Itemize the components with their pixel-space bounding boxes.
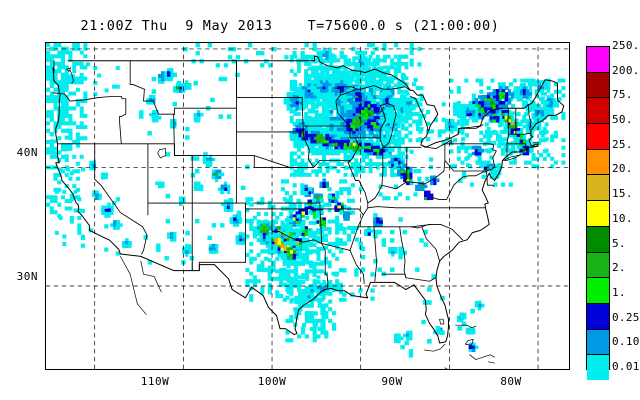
colorbar-band-20 [587,175,609,202]
colorbar-tick-labels: 250. 200. 75. 50. 25. 20. 15. 10. 5. 2. 1. 0.25 0.10… [612,39,640,376]
precipitation-layer [46,43,566,358]
colorbar-label-7: 10. [612,211,633,225]
x-tick-label-100w: 100W [257,375,287,388]
colorbar-band-15 [587,201,609,227]
colorbar-label-12: 0.10 [612,335,640,349]
geography-layer [46,43,569,369]
colorbar-band-010 [587,355,609,380]
x-tick-label-80w: 80W [500,375,522,388]
colorbar-label-13: 0.01 [612,360,640,373]
colorbar-band-5 [587,252,609,279]
colorbar-band-200 [587,72,609,99]
colorbar-band-2 [587,278,609,304]
map-plot-area[interactable] [45,42,570,370]
colorbar-label-11: 0.25 [612,310,640,324]
colorbar-label-8: 5. [612,236,626,250]
x-tick-label-110w: 110W [140,375,170,388]
colorbar-label-6: 15. [612,187,633,201]
colorbar-band-250 [587,47,609,73]
colorbar-label-5: 20. [612,162,633,176]
colorbar-label-10: 1. [612,285,626,299]
x-tick-label-90w: 90W [381,375,403,388]
colorbar-label-2: 75. [612,88,633,102]
colorbar-label-1: 200. [612,63,640,77]
colorbar-label-0: 250. [612,39,640,52]
colorbar-label-9: 2. [612,261,626,275]
colorbar-band-25 [587,149,609,176]
colorbar-band-1 [587,303,609,330]
y-tick-label-30n: 30N [16,270,38,283]
colorbar-band-75 [587,98,609,125]
precipitation-colorbar[interactable] [586,46,610,380]
colorbar-band-50 [587,124,609,150]
colorbar-label-4: 25. [612,137,633,151]
figure-title: 21:00Z Thu 9 May 2013 T=75600.0 s (21:00… [80,18,500,34]
colorbar-band-10 [587,226,609,253]
colorbar-band-025 [587,329,609,356]
precipitation-map-canvas [46,43,569,369]
y-tick-label-40n: 40N [16,146,38,159]
colorbar-label-3: 50. [612,113,633,127]
